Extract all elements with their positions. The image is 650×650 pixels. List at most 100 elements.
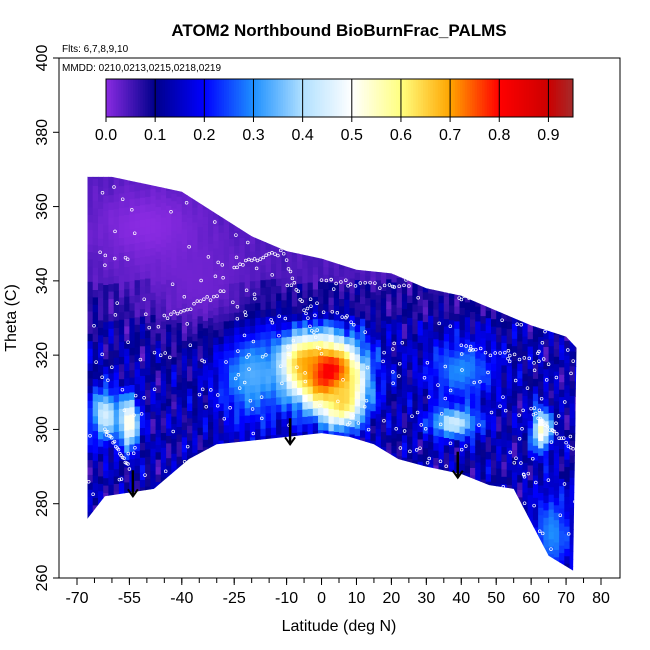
heatmap-cell [160,432,167,441]
heatmap-cell [129,458,136,467]
heatmap-cell [281,440,288,449]
heatmap-cell [98,223,104,232]
heatmap-cell [166,442,172,451]
heatmap-cell [155,318,162,326]
heatmap-cell [98,401,104,410]
heatmap-cell [139,368,146,376]
heatmap-cell [491,311,497,320]
heatmap-cell [98,297,104,306]
heatmap-cell [77,470,83,478]
heatmap-cell [569,380,576,389]
heatmap-cell [464,376,471,385]
heatmap-cell [255,384,261,393]
heatmap-cell [129,198,136,207]
heatmap-cell [208,399,214,408]
sample-dot [541,419,545,423]
heatmap-cell [124,199,130,208]
heatmap-cell [155,228,162,237]
sample-dot [295,365,299,370]
heatmap-cell [113,305,120,314]
heatmap-cell [171,289,178,298]
heatmap-cell [401,405,408,414]
heatmap-cell [532,534,539,543]
colorbar-swatch [314,79,318,117]
heatmap-cell [412,407,419,416]
heatmap-cell [511,323,518,332]
heatmap-cell [103,247,109,256]
heatmap-cell [155,251,162,260]
heatmap-cell [307,423,314,432]
heatmap-cell [553,527,560,536]
heatmap-cell [307,274,314,283]
heatmap-cell [234,223,240,231]
heatmap-cell [506,417,513,426]
sample-dot [284,247,289,251]
heatmap-cell [176,381,183,390]
heatmap-cell [349,292,356,301]
heatmap-cell [155,399,162,408]
heatmap-cell [160,231,167,240]
heatmap-cell [417,416,424,425]
heatmap-cell [77,441,83,449]
heatmap-cell [354,361,361,370]
heatmap-cell [108,224,115,233]
sample-dot [254,266,259,271]
colorbar-swatch [467,79,471,117]
heatmap-cell [98,423,104,432]
heatmap-cell [171,371,178,380]
heatmap-cell [433,427,440,436]
colorbar-swatch [415,79,419,117]
heatmap-cell [118,386,125,395]
heatmap-cell [113,238,120,247]
heatmap-cell [286,299,293,308]
heatmap-cell [559,537,565,546]
heatmap-cell [187,417,193,426]
heatmap-cell [480,441,487,450]
heatmap-cell [307,267,314,276]
sample-dot [507,359,512,364]
heatmap-cell [87,485,88,494]
heatmap-cell [98,176,104,180]
heatmap-cell [181,176,188,185]
heatmap-cell [155,436,162,445]
heatmap-cell [145,330,151,339]
heatmap-cell [192,325,199,334]
heatmap-cell [454,343,461,352]
heatmap-cell [77,403,83,411]
heatmap-cell [103,232,109,241]
heatmap-cell [213,448,219,457]
heatmap-cell [166,301,172,310]
heatmap-cell [517,355,523,364]
sample-dot [309,304,313,308]
heatmap-cell [559,322,565,331]
heatmap-cell [176,396,183,405]
heatmap-cell [139,434,146,443]
heatmap-cell [223,224,230,233]
sample-dot [478,346,483,351]
heatmap-cell [318,273,324,282]
heatmap-cell [87,277,88,286]
sample-dot [557,436,561,440]
heatmap-cell [328,297,335,305]
heatmap-cell [464,391,471,399]
heatmap-cell [103,277,109,285]
heatmap-cell [187,351,193,359]
heatmap-cell [92,296,99,305]
heatmap-cell [548,338,555,347]
heatmap-cell [491,407,497,416]
heatmap-cell [108,216,115,225]
heatmap-cell [517,482,523,490]
heatmap-cell [187,202,193,211]
heatmap-cell [145,367,151,376]
heatmap-cell [87,381,88,390]
heatmap-cell [454,335,461,344]
heatmap-cell [270,397,277,406]
heatmap-cell [166,405,172,414]
sample-dot [233,376,238,381]
heatmap-cell [113,342,120,351]
heatmap-cell [213,247,219,256]
heatmap-cell [166,249,172,258]
heatmap-cell [391,319,398,328]
heatmap-cell [480,308,487,317]
heatmap-cell [443,400,450,409]
